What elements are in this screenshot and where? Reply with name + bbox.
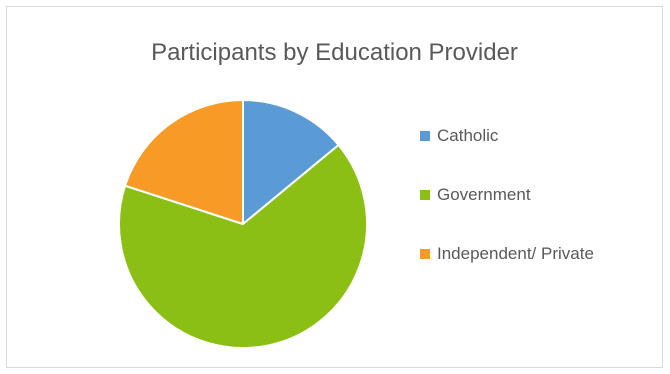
legend-label: Independent/ Private [437,244,594,263]
legend-swatch [420,190,430,200]
pie-slice-independent-private [124,99,244,225]
legend-item: Independent/ Private [420,242,594,266]
legend-swatch [420,249,430,259]
pie-chart [118,99,368,349]
legend-item: Government [420,183,531,207]
legend-item: Catholic [420,124,498,148]
legend-label: Government [437,185,531,204]
pie-slice-government [118,143,368,349]
pie-slice-catholic [242,99,340,225]
chart-area: Participants by Education Provider Catho… [6,6,663,368]
legend-swatch [420,131,430,141]
legend-label: Catholic [437,126,499,145]
chart-title: Participants by Education Provider [151,39,518,66]
